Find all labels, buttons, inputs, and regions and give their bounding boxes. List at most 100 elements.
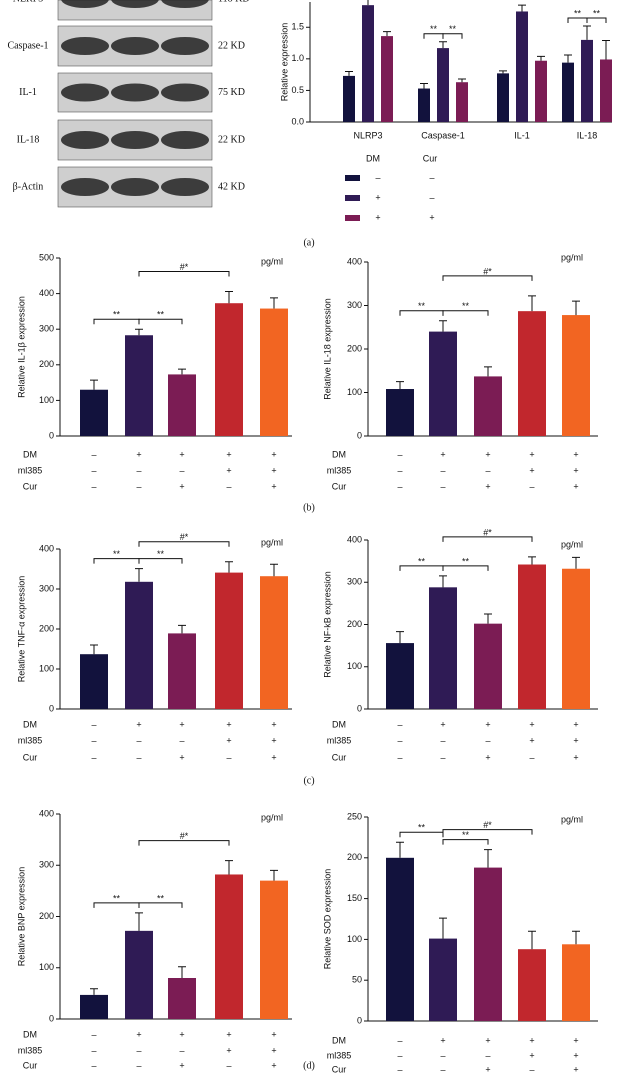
bar	[215, 572, 243, 709]
condition-label: Cur	[23, 752, 38, 762]
unit-label: pg/ml	[561, 539, 583, 549]
y-tick-label: 400	[347, 256, 362, 266]
significance-bracket	[138, 558, 183, 564]
condition-cell: –	[179, 465, 184, 475]
y-tick-label: 0.5	[291, 85, 304, 95]
bar	[215, 303, 243, 436]
condition-label: ml385	[327, 465, 352, 475]
bar	[474, 623, 502, 709]
y-tick-label: 200	[39, 911, 54, 921]
condition-cell: –	[136, 481, 141, 491]
legend-swatch	[345, 175, 360, 181]
condition-cell: +	[573, 719, 578, 729]
condition-cell: +	[573, 1064, 578, 1074]
significance-label: #*	[180, 532, 189, 542]
condition-cell: –	[397, 1064, 402, 1074]
condition-cell: +	[226, 449, 231, 459]
y-tick-label: 400	[347, 534, 362, 544]
significance-label: #*	[483, 527, 492, 537]
condition-label: ml385	[18, 465, 43, 475]
significance-label: **	[418, 556, 426, 566]
y-tick-label: 300	[39, 860, 54, 870]
y-axis-label: Relative expression	[279, 23, 289, 102]
error-bar	[396, 631, 404, 644]
bar	[600, 59, 612, 122]
blot-band	[161, 178, 209, 196]
y-tick-label: 100	[347, 387, 362, 397]
significance-label: #*	[180, 262, 189, 272]
y-axis-label: Relative IL-1β expression	[16, 296, 26, 398]
significance-bracket	[93, 318, 140, 325]
condition-cell: +	[485, 1035, 490, 1045]
condition-cell: –	[397, 752, 402, 762]
condition-cell: +	[271, 752, 276, 762]
condition-cell: +	[573, 735, 578, 745]
bar	[343, 75, 355, 122]
bar	[518, 564, 546, 709]
y-tick-label: 250	[347, 811, 362, 821]
y-tick-label: 200	[347, 343, 362, 353]
condition-cell: +	[226, 735, 231, 745]
condition-cell: –	[397, 1035, 402, 1045]
y-tick-label: 200	[347, 852, 362, 862]
condition-cell: +	[136, 719, 141, 729]
condition-cell: –	[529, 481, 534, 491]
significance-bracket	[138, 318, 183, 325]
significance-bracket	[138, 840, 230, 846]
condition-cell: +	[226, 1045, 231, 1055]
y-tick-label: 0.0	[291, 116, 304, 126]
y-tick-label: 50	[352, 975, 362, 985]
error-bar	[178, 966, 186, 978]
significance-label: **	[113, 310, 121, 320]
condition-cell: +	[271, 1045, 276, 1055]
condition-label: Cur	[332, 752, 347, 762]
condition-label: ml385	[327, 1050, 352, 1060]
bar	[562, 62, 574, 122]
condition-cell: +	[179, 481, 184, 491]
condition-cell: +	[136, 449, 141, 459]
blot-band	[111, 83, 159, 102]
error-bar	[135, 328, 143, 336]
y-tick-label: 0	[49, 430, 54, 440]
condition-cell: +	[529, 735, 534, 745]
bar	[518, 311, 546, 436]
unit-label: pg/ml	[561, 252, 583, 262]
blot-band	[61, 37, 109, 55]
significance-label: **	[593, 8, 601, 18]
condition-cell: +	[179, 1029, 184, 1039]
y-tick-label: 100	[39, 663, 54, 673]
error-bar	[528, 930, 536, 950]
condition-cell: –	[136, 735, 141, 745]
condition-cell: –	[397, 719, 402, 729]
condition-cell: +	[529, 1035, 534, 1045]
blot-size: 22 KD	[218, 40, 245, 51]
error-bar	[178, 368, 186, 375]
blot-label: IL-1	[19, 87, 37, 98]
error-bar	[225, 561, 233, 573]
condition-label: ml385	[18, 735, 43, 745]
bar	[215, 874, 243, 1019]
condition-cell: +	[573, 1050, 578, 1060]
y-tick-label: 200	[39, 359, 54, 369]
condition-label: ml385	[327, 735, 352, 745]
error-bar	[439, 917, 447, 939]
condition-cell: +	[485, 752, 490, 762]
condition-cell: –	[440, 752, 445, 762]
error-bar	[484, 613, 492, 624]
legend-cell: –	[429, 172, 434, 182]
x-tick-label: NLRP3	[353, 130, 382, 140]
bar	[80, 654, 108, 709]
condition-cell: –	[136, 1045, 141, 1055]
error-bar	[439, 575, 447, 588]
bar	[456, 82, 468, 122]
significance-bracket	[442, 275, 533, 281]
condition-cell: –	[397, 449, 402, 459]
error-bar	[90, 988, 98, 995]
condition-cell: +	[179, 1060, 184, 1070]
significance-bracket	[442, 310, 489, 316]
significance-bracket	[442, 33, 463, 39]
condition-label: Cur	[332, 1064, 347, 1074]
bar	[497, 73, 509, 122]
bar	[581, 39, 593, 122]
blot-size: 42 KD	[218, 181, 245, 192]
